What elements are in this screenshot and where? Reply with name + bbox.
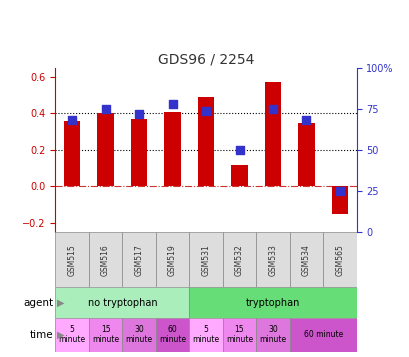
Bar (122, 232, 155, 287)
Bar (130, 119, 147, 186)
Bar (256, 318, 289, 352)
Bar (155, 232, 189, 287)
Point (135, 111, 142, 117)
Point (269, 106, 276, 112)
Bar (97, 114, 114, 186)
Bar (289, 318, 356, 352)
Title: GDS96 / 2254: GDS96 / 2254 (157, 53, 254, 67)
Text: 30
minute: 30 minute (259, 325, 286, 345)
Bar (55, 318, 89, 352)
Text: GSM533: GSM533 (268, 244, 277, 276)
Text: time: time (29, 330, 53, 340)
Bar (222, 318, 256, 352)
Point (69, 117, 75, 123)
Text: GSM515: GSM515 (67, 244, 76, 276)
Bar (256, 232, 289, 287)
Bar (164, 112, 180, 186)
Bar (289, 232, 322, 287)
Bar (89, 232, 122, 287)
Text: GSM516: GSM516 (101, 244, 110, 276)
Bar (63, 121, 80, 186)
Bar (89, 318, 122, 352)
Bar (189, 287, 356, 318)
Point (236, 147, 242, 153)
Text: 15
minute: 15 minute (92, 325, 119, 345)
Text: 60
minute: 60 minute (159, 325, 186, 345)
Point (169, 101, 175, 107)
Point (302, 117, 309, 123)
Bar (189, 232, 222, 287)
Text: 60 minute: 60 minute (303, 330, 342, 339)
Text: 30
minute: 30 minute (125, 325, 152, 345)
Bar (155, 318, 189, 352)
Text: 5
minute: 5 minute (192, 325, 219, 345)
Bar (231, 165, 247, 186)
Bar (331, 186, 348, 214)
Bar (222, 232, 256, 287)
Text: ▶: ▶ (57, 330, 65, 340)
Bar (189, 318, 222, 352)
Text: ▶: ▶ (57, 297, 65, 308)
Text: GSM534: GSM534 (301, 244, 310, 276)
Text: agent: agent (23, 297, 53, 308)
Text: no tryptophan: no tryptophan (87, 297, 157, 308)
Bar (197, 97, 214, 186)
Bar (297, 122, 314, 186)
Text: GSM519: GSM519 (168, 244, 177, 276)
Point (336, 188, 342, 194)
Text: tryptophan: tryptophan (245, 297, 299, 308)
Text: 5
minute: 5 minute (58, 325, 85, 345)
Bar (122, 318, 155, 352)
Bar (55, 287, 189, 318)
Bar (264, 82, 281, 186)
Bar (322, 232, 356, 287)
Point (202, 108, 209, 114)
Point (102, 106, 109, 112)
Text: GSM531: GSM531 (201, 244, 210, 276)
Text: GSM532: GSM532 (234, 244, 243, 276)
Text: GSM517: GSM517 (134, 244, 143, 276)
Text: 15
minute: 15 minute (225, 325, 252, 345)
Text: GSM565: GSM565 (335, 244, 344, 276)
Bar (55, 232, 89, 287)
